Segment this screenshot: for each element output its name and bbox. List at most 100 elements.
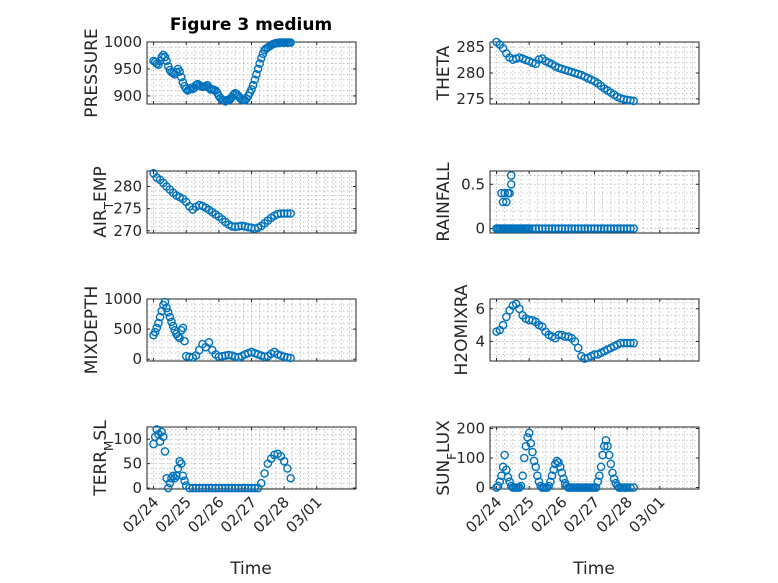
data-point [608, 468, 617, 478]
data-point [260, 469, 269, 478]
data-point [601, 435, 611, 445]
data-point [626, 224, 635, 233]
data-point [609, 474, 619, 483]
data-point [150, 327, 160, 337]
data-point [152, 323, 162, 333]
data-point [626, 338, 635, 348]
x-tick-label: 02/24 [119, 493, 162, 536]
data-point [256, 478, 266, 488]
x-tick-label: 02/24 [462, 493, 505, 536]
y-tick-label: 4 [475, 332, 485, 350]
y-axis-label: PRESSURE [82, 28, 102, 117]
data-point [154, 318, 163, 328]
y-tick-label: 900 [113, 87, 142, 105]
y-tick-label: 270 [113, 222, 142, 240]
data-point [283, 464, 292, 473]
data-point [606, 459, 616, 469]
y-tick-label: 200 [456, 419, 485, 437]
data-point [180, 476, 189, 486]
data-point [516, 481, 526, 491]
data-point [596, 462, 606, 472]
data-point [186, 83, 196, 93]
data-point [591, 483, 601, 492]
data-point [250, 483, 260, 493]
y-tick-label: 275 [113, 200, 142, 218]
x-tick-label: 02/25 [152, 493, 195, 536]
data-point [229, 90, 238, 100]
data-point [163, 307, 173, 317]
data-point [247, 85, 256, 94]
y-tick-label: 1000 [104, 33, 142, 51]
data-point [286, 353, 295, 363]
data-point [204, 338, 214, 347]
y-axis-label: RAINFALL [434, 162, 454, 242]
y-axis-label: AIRTEMP [91, 166, 116, 237]
y-tick-label: 0 [132, 479, 142, 497]
data-point [629, 483, 638, 492]
data-point [155, 312, 165, 322]
data-point [256, 53, 266, 63]
x-tick-label: 02/27 [560, 493, 603, 536]
data-point [286, 38, 295, 47]
data-point [604, 450, 614, 460]
data-point [163, 483, 173, 493]
data-point [180, 336, 189, 346]
data-point [283, 209, 292, 218]
y-tick-label: 280 [456, 64, 485, 82]
x-tick-label: 02/26 [527, 493, 570, 536]
x-tick-label: 03/01 [625, 493, 668, 536]
data-point [626, 96, 635, 105]
data-point [629, 224, 638, 233]
data-point [493, 481, 503, 491]
data-point [519, 453, 529, 463]
data-point [515, 483, 524, 492]
data-point [505, 188, 514, 198]
data-point [515, 304, 524, 314]
y-tick-label: 280 [113, 178, 142, 196]
y-axis-label: THETA [434, 45, 454, 101]
x-tick-label: 02/26 [184, 493, 227, 536]
data-point [252, 70, 261, 79]
data-point [528, 447, 537, 457]
data-point [250, 75, 260, 85]
data-point [165, 478, 175, 488]
data-point [178, 471, 188, 481]
y-tick-label: 500 [113, 320, 142, 338]
data-point [279, 456, 289, 466]
y-tick-label: 50 [123, 455, 142, 473]
data-point [178, 323, 188, 333]
data-point [176, 459, 186, 468]
data-point [526, 438, 536, 448]
data-point [500, 188, 509, 198]
data-point [629, 338, 638, 348]
data-point [603, 441, 612, 451]
data-point [255, 59, 264, 68]
data-point [533, 471, 542, 481]
data-point [531, 462, 541, 472]
y-tick-label: 1000 [104, 290, 142, 308]
data-point [544, 481, 554, 491]
data-point [160, 297, 170, 307]
data-point [629, 96, 638, 106]
data-point [506, 171, 516, 180]
data-point [162, 56, 171, 66]
x-tick-label: 02/25 [495, 493, 538, 536]
y-tick-label: 0.5 [461, 175, 485, 193]
x-axis-label-left: Time [229, 559, 272, 579]
y-tick-label: 100 [456, 449, 485, 467]
y-tick-label: 100 [113, 430, 142, 448]
data-point [555, 462, 565, 472]
data-point [557, 468, 567, 478]
data-point [502, 197, 511, 207]
data-point [162, 303, 171, 313]
data-point [559, 474, 568, 483]
data-point [253, 64, 263, 74]
